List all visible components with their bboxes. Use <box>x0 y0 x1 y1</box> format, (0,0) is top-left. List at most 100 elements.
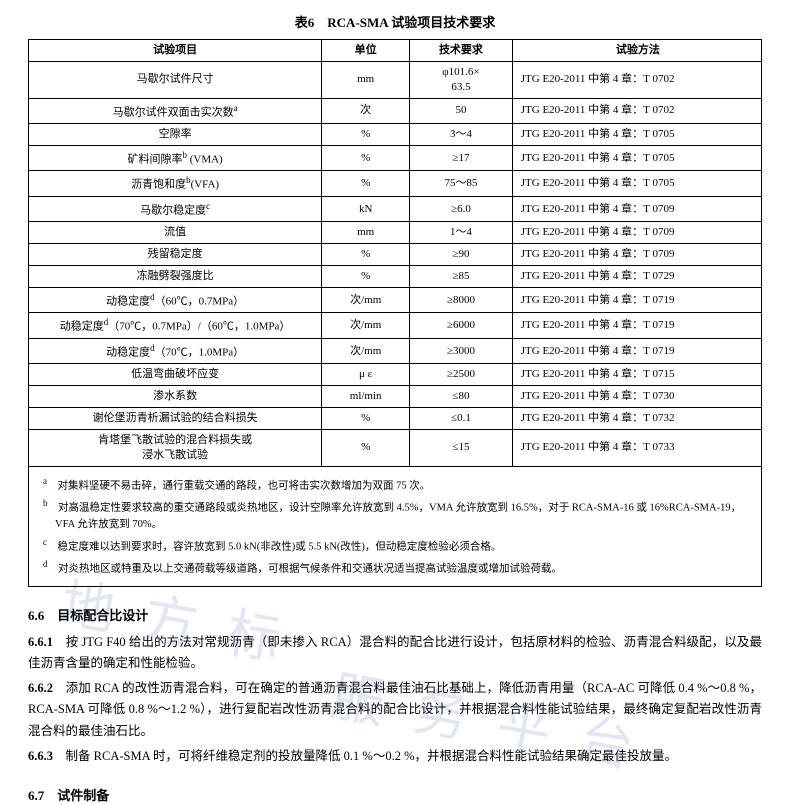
cell-requirement: 75～85 <box>410 171 513 197</box>
cell-unit: % <box>322 145 410 171</box>
para-text: 制备 RCA-SMA 时，可将纤维稳定剂的投放量降低 0.1 %～0.2 %，并… <box>66 749 677 763</box>
cell-requirement: ≥8000 <box>410 287 513 313</box>
table-row: 低温弯曲破坏应变μ ε≥2500JTG E20-2011 中第 4 章：T 07… <box>29 364 762 386</box>
table-row: 沥青饱和度b(VFA)%75～85JTG E20-2011 中第 4 章：T 0… <box>29 171 762 197</box>
cell-method: JTG E20-2011 中第 4 章：T 0733 <box>512 429 761 466</box>
cell-method: JTG E20-2011 中第 4 章：T 0705 <box>512 124 761 146</box>
cell-requirement: ≥6.0 <box>410 196 513 222</box>
cell-item: 马歇尔稳定度c <box>29 196 322 222</box>
table-row: 空隙率%3～4JTG E20-2011 中第 4 章：T 0705 <box>29 124 762 146</box>
cell-item: 动稳定度d（60℃，0.7MPa） <box>29 287 322 313</box>
cell-item: 渗水系数 <box>29 386 322 408</box>
para-text: 按 JTG F40 给出的方法对常规沥青（即未掺入 RCA）混合料的配合比进行设… <box>28 635 762 670</box>
cell-unit: μ ε <box>322 364 410 386</box>
cell-method: JTG E20-2011 中第 4 章：T 0729 <box>512 266 761 288</box>
cell-method: JTG E20-2011 中第 4 章：T 0719 <box>512 287 761 313</box>
cell-requirement: ≤80 <box>410 386 513 408</box>
cell-item: 低温弯曲破坏应变 <box>29 364 322 386</box>
table-row: 马歇尔试件尺寸mmφ101.6×63.5JTG E20-2011 中第 4 章：… <box>29 61 762 98</box>
cell-requirement: ≥90 <box>410 244 513 266</box>
para-label: 6.6.2 <box>28 681 53 695</box>
cell-requirement: 50 <box>410 98 513 124</box>
cell-item: 谢伦堡沥青析漏试验的结合料损失 <box>29 408 322 430</box>
cell-requirement: ≤0.1 <box>410 408 513 430</box>
para-6-6-3: 6.6.3 制备 RCA-SMA 时，可将纤维稳定剂的投放量降低 0.1 %～0… <box>28 746 762 767</box>
cell-item: 沥青饱和度b(VFA) <box>29 171 322 197</box>
cell-unit: 次/mm <box>322 338 410 364</box>
table-row: 冻融劈裂强度比%≥85JTG E20-2011 中第 4 章：T 0729 <box>29 266 762 288</box>
cell-unit: 次/mm <box>322 287 410 313</box>
cell-method: JTG E20-2011 中第 4 章：T 0709 <box>512 244 761 266</box>
para-text: 添加 RCA 的改性沥青混合料，可在确定的普通沥青混合料最佳油石比基础上，降低沥… <box>28 681 762 738</box>
cell-requirement: ≥6000 <box>410 313 513 339</box>
table-row: 肯塔堡飞散试验的混合料损失或浸水飞散试验%≤15JTG E20-2011 中第 … <box>29 429 762 466</box>
footnotes-box: a 对集料坚硬不易击碎，通行重载交通的路段，也可将击实次数增加为双面 75 次。… <box>28 467 762 587</box>
spec-table: 试验项目 单位 技术要求 试验方法 马歇尔试件尺寸mmφ101.6×63.5JT… <box>28 39 762 467</box>
footnote-line: b 对高温稳定性要求较高的重交通路段或炎热地区，设计空隙率允许放宽到 4.5%，… <box>39 496 751 534</box>
table-row: 渗水系数ml/min≤80JTG E20-2011 中第 4 章：T 0730 <box>29 386 762 408</box>
cell-requirement: ≥3000 <box>410 338 513 364</box>
section-6-6-heading: 6.6 目标配合比设计 <box>28 605 762 624</box>
table-row: 马歇尔稳定度ckN≥6.0JTG E20-2011 中第 4 章：T 0709 <box>29 196 762 222</box>
cell-requirement: ≥85 <box>410 266 513 288</box>
cell-method: JTG E20-2011 中第 4 章：T 0732 <box>512 408 761 430</box>
col-header-method: 试验方法 <box>512 40 761 62</box>
cell-item: 动稳定度d（70℃，0.7MPa）/（60℃，1.0MPa） <box>29 313 322 339</box>
cell-method: JTG E20-2011 中第 4 章：T 0719 <box>512 338 761 364</box>
table-row: 动稳定度d（60℃，0.7MPa）次/mm≥8000JTG E20-2011 中… <box>29 287 762 313</box>
cell-method: JTG E20-2011 中第 4 章：T 0702 <box>512 61 761 98</box>
cell-requirement: 3～4 <box>410 124 513 146</box>
cell-unit: mm <box>322 222 410 244</box>
footnote-line: d 对炎热地区或特重及以上交通荷载等级道路，可根据气候条件和交通状况适当提高试验… <box>39 557 751 578</box>
cell-method: JTG E20-2011 中第 4 章：T 0709 <box>512 196 761 222</box>
section-6-7-heading: 6.7 试件制备 <box>28 785 762 804</box>
cell-method: JTG E20-2011 中第 4 章：T 0705 <box>512 145 761 171</box>
cell-requirement: ≤15 <box>410 429 513 466</box>
table-caption: 表6 RCA-SMA 试验项目技术要求 <box>28 12 762 31</box>
cell-method: JTG E20-2011 中第 4 章：T 0709 <box>512 222 761 244</box>
cell-method: JTG E20-2011 中第 4 章：T 0719 <box>512 313 761 339</box>
cell-item: 动稳定度d（70℃，1.0MPa） <box>29 338 322 364</box>
cell-unit: 次/mm <box>322 313 410 339</box>
table-row: 残留稳定度%≥90JTG E20-2011 中第 4 章：T 0709 <box>29 244 762 266</box>
table-body: 马歇尔试件尺寸mmφ101.6×63.5JTG E20-2011 中第 4 章：… <box>29 61 762 466</box>
cell-item: 冻融劈裂强度比 <box>29 266 322 288</box>
cell-item: 马歇尔试件尺寸 <box>29 61 322 98</box>
cell-method: JTG E20-2011 中第 4 章：T 0702 <box>512 98 761 124</box>
cell-requirement: 1～4 <box>410 222 513 244</box>
table-row: 谢伦堡沥青析漏试验的结合料损失%≤0.1JTG E20-2011 中第 4 章：… <box>29 408 762 430</box>
cell-unit: ml/min <box>322 386 410 408</box>
table-row: 马歇尔试件双面击实次数a次50JTG E20-2011 中第 4 章：T 070… <box>29 98 762 124</box>
col-header-req: 技术要求 <box>410 40 513 62</box>
cell-unit: % <box>322 266 410 288</box>
cell-method: JTG E20-2011 中第 4 章：T 0715 <box>512 364 761 386</box>
para-label: 6.6.3 <box>28 749 53 763</box>
cell-requirement: ≥2500 <box>410 364 513 386</box>
cell-item: 空隙率 <box>29 124 322 146</box>
table-row: 动稳定度d（70℃，1.0MPa）次/mm≥3000JTG E20-2011 中… <box>29 338 762 364</box>
cell-item: 流值 <box>29 222 322 244</box>
cell-unit: % <box>322 124 410 146</box>
cell-requirement: φ101.6×63.5 <box>410 61 513 98</box>
col-header-item: 试验项目 <box>29 40 322 62</box>
footnote-line: a 对集料坚硬不易击碎，通行重载交通的路段，也可将击实次数增加为双面 75 次。 <box>39 474 751 495</box>
cell-method: JTG E20-2011 中第 4 章：T 0705 <box>512 171 761 197</box>
cell-unit: % <box>322 244 410 266</box>
cell-item: 残留稳定度 <box>29 244 322 266</box>
cell-unit: mm <box>322 61 410 98</box>
table-row: 动稳定度d（70℃，0.7MPa）/（60℃，1.0MPa）次/mm≥6000J… <box>29 313 762 339</box>
cell-item: 马歇尔试件双面击实次数a <box>29 98 322 124</box>
cell-unit: % <box>322 429 410 466</box>
cell-unit: % <box>322 171 410 197</box>
col-header-unit: 单位 <box>322 40 410 62</box>
table-row: 流值mm1～4JTG E20-2011 中第 4 章：T 0709 <box>29 222 762 244</box>
para-6-6-1: 6.6.1 按 JTG F40 给出的方法对常规沥青（即未掺入 RCA）混合料的… <box>28 632 762 675</box>
table-row: 矿料间隙率b (VMA)%≥17JTG E20-2011 中第 4 章：T 07… <box>29 145 762 171</box>
footnote-line: c 稳定度难以达到要求时，容许放宽到 5.0 kN(非改性)或 5.5 kN(改… <box>39 535 751 556</box>
cell-requirement: ≥17 <box>410 145 513 171</box>
table-header-row: 试验项目 单位 技术要求 试验方法 <box>29 40 762 62</box>
cell-unit: kN <box>322 196 410 222</box>
cell-unit: % <box>322 408 410 430</box>
para-label: 6.6.1 <box>28 635 53 649</box>
cell-item: 矿料间隙率b (VMA) <box>29 145 322 171</box>
